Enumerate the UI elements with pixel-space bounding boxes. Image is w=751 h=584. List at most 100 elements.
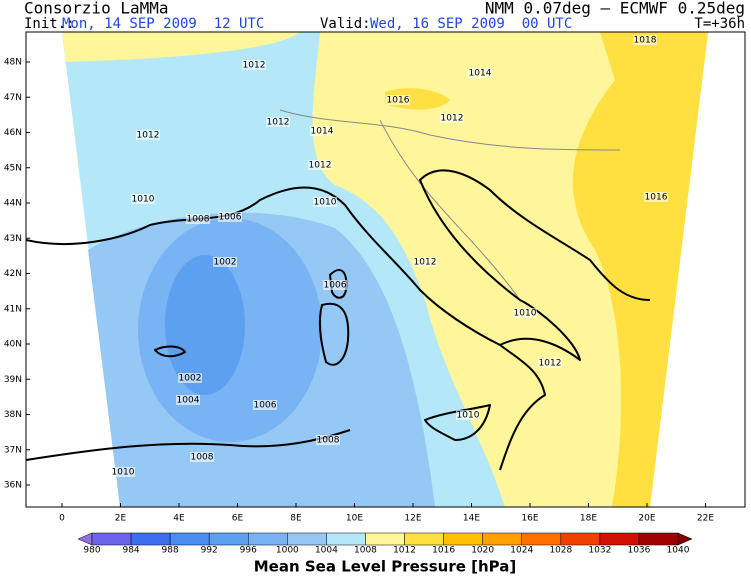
contour-label: 1008 (187, 215, 210, 225)
colorbar-bin (287, 532, 327, 546)
colorbar-bin (482, 532, 522, 546)
contour-label: 1018 (634, 36, 657, 46)
contour-label: 1014 (469, 69, 492, 79)
contour-label-bg (186, 214, 210, 224)
init-value: Mon, 14 SEP 2009 12 UTC (62, 16, 264, 32)
contour-label-bg (253, 400, 277, 410)
lat-label: 38N (4, 410, 22, 420)
colorbar-bin (560, 532, 601, 546)
lat-label: 47N (4, 93, 22, 103)
colorbar-title: Mean Sea Level Pressure [hPa] (254, 558, 517, 576)
contour-label-bg (316, 435, 340, 445)
colorbar-bin (169, 532, 210, 546)
contour-label: 1016 (387, 96, 410, 106)
contour-label: 1010 (132, 195, 155, 205)
contour-label: 1012 (414, 258, 437, 268)
lon-label: 4E (173, 514, 185, 524)
lat-label: 40N (4, 340, 22, 350)
lon-label: 12E (404, 514, 421, 524)
coastline-corsica-sardinia (318, 269, 350, 366)
contour-label: 1012 (441, 114, 464, 124)
colorbar-label: 1032 (588, 546, 611, 556)
coastline-balearics (154, 345, 186, 358)
contour-label: 1008 (317, 436, 340, 446)
contour-label: 1008 (191, 453, 214, 463)
contour-label-bg (468, 68, 492, 78)
colorbar-label: 1016 (432, 546, 455, 556)
init-label: Init.: (24, 16, 75, 32)
lon-label: 0 (59, 514, 65, 524)
colorbar-label: 1040 (667, 546, 690, 556)
lon-label: 16E (521, 514, 538, 524)
colorbar-bin (404, 532, 444, 546)
contour-label: 1002 (179, 374, 202, 384)
field-1016-east (572, 32, 708, 507)
lat-label: 42N (4, 269, 22, 279)
colorbar-arrow-low (77, 532, 93, 546)
contour-label: 1010 (514, 309, 537, 319)
colorbar-label: 1004 (315, 546, 338, 556)
contour-label-bg (413, 257, 437, 267)
lon-label: 20E (638, 514, 655, 524)
contour-label-bg (176, 395, 200, 405)
coastline-italy-balkans (26, 169, 651, 471)
contour-label-bg (513, 308, 537, 318)
lat-label: 45N (4, 163, 22, 173)
coastline-africa (26, 429, 351, 461)
colorbar-label: 992 (201, 546, 218, 556)
colorbar-label: 1036 (627, 546, 650, 556)
lat-label: 48N (4, 58, 22, 68)
contour-label: 1012 (267, 118, 290, 128)
contour-label-bg (190, 452, 214, 462)
contour-label-bg (323, 280, 347, 290)
contour-label-bg (310, 126, 334, 136)
lon-label: 18E (580, 514, 597, 524)
lat-label: 46N (4, 128, 22, 138)
colorbar-label: 1012 (393, 546, 416, 556)
contour-label-bg (218, 212, 242, 222)
lat-label: 37N (4, 445, 22, 455)
right-title: NMM 0.07deg – ECMWF 0.25deg (485, 0, 745, 18)
colorbar-bin (365, 532, 405, 546)
left-title: Consorzio LaMMa (24, 0, 169, 18)
field-1012-north (62, 32, 300, 62)
colorbar-label: 1000 (276, 546, 299, 556)
colorbar-bin (248, 532, 288, 546)
valid-label: Valid: (320, 16, 371, 32)
contour-label-bg (136, 130, 160, 140)
lon-label: 2E (115, 514, 127, 524)
contour-label-bg (386, 95, 410, 105)
contour-label: 1012 (309, 161, 332, 171)
lat-label: 44N (4, 199, 22, 209)
colorbar-bin (326, 532, 366, 546)
contour-label-bg (308, 160, 332, 170)
colorbar-bin (208, 532, 249, 546)
lat-label: 36N (4, 481, 22, 491)
colorbar-arrow-high (677, 532, 693, 546)
map-labels: 48N 47N 46N 45N 44N 43N 42N 41N 40N 39N 38N 37N 36N 0… (4, 35, 714, 524)
contour-label: 1004 (177, 396, 200, 406)
colorbar-label: 996 (240, 546, 257, 556)
colorbar-bin (638, 532, 679, 546)
valid-value: Wed, 16 SEP 2009 00 UTC (370, 16, 572, 32)
map: 48N 47N 46N 45N 44N 43N 42N 41N 40N 39N 38N 37N 36N 0… (4, 31, 746, 524)
contour-label-bg (131, 194, 155, 204)
colorbar-bin (521, 532, 562, 546)
colorbar-label: 1028 (549, 546, 572, 556)
contour-label-bg (242, 60, 266, 70)
lon-label: 8E (290, 514, 302, 524)
contour-label: 1006 (254, 401, 277, 411)
lon-label: 14E (463, 514, 480, 524)
colorbar: Mean Sea Level Pressure [hPa] 980 984 988 9… (77, 532, 693, 576)
contour-label: 1012 (243, 61, 266, 71)
contour-label: 1010 (112, 468, 135, 478)
contour-label-bg (644, 192, 668, 202)
lon-label: 10E (346, 514, 363, 524)
colorbar-label: 1024 (510, 546, 533, 556)
colorbar-label: 984 (122, 546, 139, 556)
colorbar-bin (130, 532, 171, 546)
map-frame (25, 31, 746, 508)
contour-label-bg (313, 197, 337, 207)
contour-label: 1012 (539, 359, 562, 369)
